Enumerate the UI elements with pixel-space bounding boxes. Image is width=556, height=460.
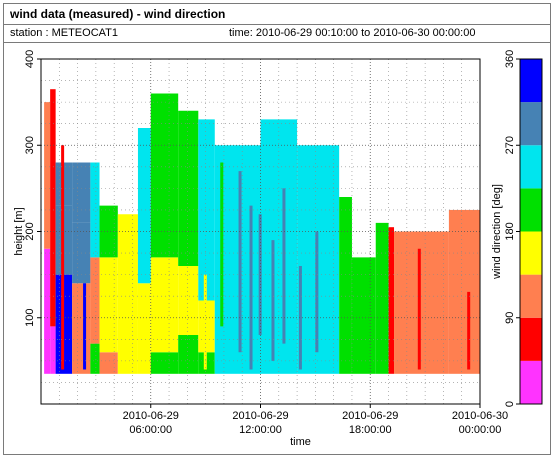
colorbar-tick-label-0: 0 [504,401,516,407]
y-tick-label-2: 300 [24,136,36,154]
x-tick-label-time-3: 00:00:00 [459,424,502,436]
y-tick-label-3: 400 [24,50,36,68]
time-range-label: time: 2010-06-29 00:10:00 to 2010-06-30 … [229,27,476,39]
colorbar-bin-1 [520,317,542,361]
heatmap-cell-14-0 [339,197,352,374]
heatmap-cell-8-2 [150,93,179,258]
colorbar-bin-3 [520,231,542,275]
heatmap-cell-9-1 [178,266,199,335]
heatmap-stripe-10 [467,291,471,370]
colorbar-tick-label-2: 180 [504,222,516,240]
heatmap-cell-3-2 [72,162,91,223]
heatmap-cell-4-1 [90,257,100,344]
heatmap-cell-8-0 [150,352,179,374]
colorbar-label: wind direction [deg] [491,184,503,280]
x-tick-label-time-2: 18:00:00 [349,424,392,436]
heatmap-cell-0-1 [44,102,51,249]
panel-titlebar: wind data (measured) - wind direction [4,4,550,25]
colorbar-bin-5 [520,145,542,189]
heatmap-cell-15-0 [351,257,376,374]
heatmap-stripe-3 [271,240,275,361]
heatmap-cell-18-0 [394,231,449,374]
heatmap-cell-9-2 [178,110,199,266]
colorbar-bin-0 [520,360,542,404]
panel-infobar: station : METEOCAT1 time: 2010-06-29 00:… [4,24,550,43]
heatmap-cell-4-0 [90,343,100,374]
heatmap-cell-5-0 [99,352,118,374]
heatmap-stripe-0 [238,171,242,353]
heatmap-stripe-4 [282,188,286,344]
colorbar-tick-label-4: 360 [504,50,516,68]
heatmap-cell-17-0 [388,227,395,374]
heatmap-cell-8-1 [150,257,179,353]
heatmap-cell-3-0 [72,283,91,374]
heatmap-cell-0-0 [44,248,51,374]
colorbar-tick-label-1: 90 [504,312,516,324]
heatmap-cell-5-2 [99,205,118,258]
colorbar-bin-6 [520,102,542,146]
heatmap-stripe-2 [258,214,262,335]
y-tick-label-1: 200 [24,222,36,240]
heatmap-stripe-11 [83,283,87,370]
heatmap-cell-19-0 [448,209,480,374]
heatmap-cell-6-0 [117,214,138,374]
x-tick-label-date-2: 2010-06-29 [342,410,398,422]
heatmap-stripe-7 [220,162,224,327]
colorbar-bin-4 [520,188,542,232]
colorbar-bin-2 [520,274,542,318]
heatmap-cell-10-2 [198,119,215,301]
heatmap-cell-5-1 [99,257,118,353]
heatmap-cell-1-0 [50,326,56,374]
heatmap-stripe-6 [315,231,319,353]
heatmap-cell-16-0 [375,222,389,374]
heatmap-cell-1-1 [50,89,56,327]
x-tick-label-time-1: 12:00:00 [239,424,282,436]
station-label: station : METEOCAT1 [10,27,118,39]
heatmap-cell-4-2 [90,162,100,258]
heatmap-stripe-1 [249,205,253,370]
heatmap-stripe-12 [61,145,65,370]
y-tick-label-0: 100 [24,309,36,327]
panel-title: wind data (measured) - wind direction [10,7,226,21]
heatmap-cell-7-1 [137,128,151,284]
heatmap-stripe-9 [417,248,421,370]
x-axis-label: time [290,436,311,448]
heatmap-cell-7-0 [137,283,151,374]
colorbar-bin-7 [520,59,542,103]
heatmap-cell-9-0 [178,335,199,374]
x-tick-label-date-3: 2010-06-30 [452,410,508,422]
heatmap-stripe-5 [298,266,302,370]
x-tick-label-date-1: 2010-06-29 [232,410,288,422]
colorbar-tick-label-3: 270 [504,136,516,154]
y-axis-label: height [m] [13,207,25,255]
heatmap-stripe-8 [203,274,207,370]
x-tick-label-time-0: 06:00:00 [129,424,172,436]
x-tick-label-date-0: 2010-06-29 [123,410,179,422]
